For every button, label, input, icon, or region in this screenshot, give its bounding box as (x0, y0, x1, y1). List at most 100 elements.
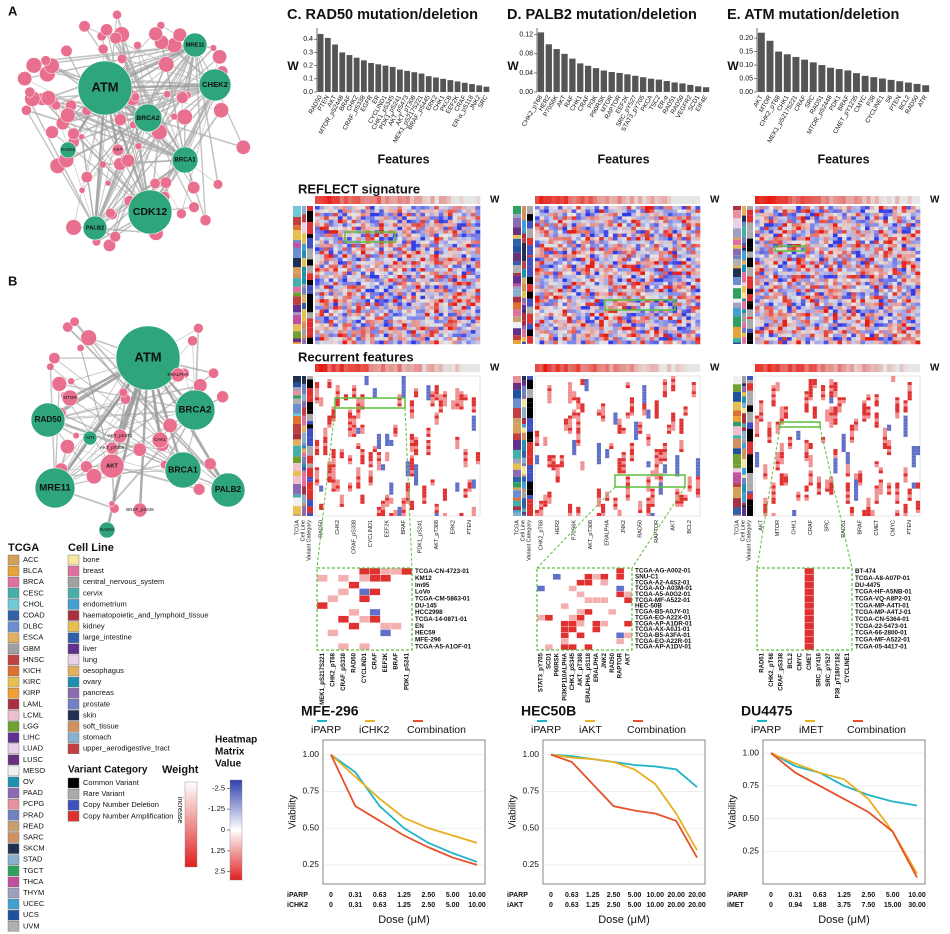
heatmap-cell (654, 470, 659, 474)
heatmap-cell (319, 488, 324, 492)
heatmap-cell (663, 278, 669, 283)
heatmap-cell (544, 250, 550, 255)
heatmap-cell (397, 275, 403, 279)
heatmap-cell (466, 268, 472, 272)
heatmap-cell (315, 247, 320, 252)
heatmap-cell (452, 288, 458, 293)
heatmap-cell (360, 285, 366, 290)
heatmap-cell (576, 323, 582, 328)
annotation-bar (522, 512, 526, 515)
heatmap-cell (356, 442, 361, 446)
heatmap-cell (539, 212, 545, 217)
heatmap-cell (402, 216, 407, 221)
heatmap-cell (315, 473, 320, 477)
heatmap-cell (576, 418, 581, 422)
heatmap-cell (383, 278, 389, 283)
annotation-bar (513, 418, 521, 424)
heatmap-cell (695, 285, 701, 290)
heatmap-cell (315, 309, 320, 314)
heatmap-cell (686, 312, 692, 317)
heatmap-cell (635, 306, 641, 310)
heatmap-cell (333, 306, 339, 310)
heatmap-cell (470, 219, 476, 224)
heatmap-cell (658, 461, 663, 465)
heatmap-cell (622, 281, 627, 286)
heatmap-cell (457, 281, 462, 286)
heatmap-cell (576, 306, 582, 310)
heatmap-cell (348, 482, 353, 486)
heatmap-cell (415, 312, 421, 317)
heatmap-cell (443, 330, 449, 334)
heatmap-cell (544, 219, 550, 224)
heatmap-cell (557, 330, 563, 334)
heatmap-cell (544, 243, 550, 248)
heatmap-cell (631, 337, 637, 341)
heatmap-cell (590, 240, 595, 245)
heatmap-cell (392, 250, 398, 255)
heatmap-cell (443, 326, 449, 331)
heatmap-cell (686, 326, 692, 331)
heatmap-cell (389, 442, 394, 446)
heatmap-cell (388, 226, 394, 231)
heatmap-cell (649, 257, 655, 262)
annotation-bar (302, 266, 306, 272)
heatmap-cell (397, 257, 403, 262)
heatmap-cell (567, 319, 572, 324)
heatmap-cell (443, 257, 449, 262)
weight-strip (455, 196, 460, 204)
heatmap-cell (402, 316, 407, 321)
heatmap-cell (442, 491, 447, 495)
heatmap-cell (635, 268, 641, 272)
heatmap-cell (415, 264, 421, 269)
heatmap-cell (642, 388, 647, 392)
heatmap-cell (539, 500, 544, 504)
weight-strip (535, 196, 540, 204)
heatmap-cell (553, 237, 559, 241)
heatmap-cell (631, 268, 637, 272)
heatmap-cell (612, 323, 618, 328)
heatmap-cell (434, 503, 439, 507)
heatmap-cell (557, 285, 563, 290)
legend-label: THCA (23, 877, 43, 886)
heatmap-cell (406, 295, 412, 300)
heatmap-cell (447, 275, 453, 279)
heatmap-cell (388, 292, 394, 296)
legend-label: ovary (83, 677, 102, 686)
heatmap-cell (315, 316, 320, 321)
heatmap-cell (621, 458, 626, 462)
heatmap-cell (471, 485, 476, 489)
annotation-bar (307, 413, 313, 422)
annotation-bar (293, 514, 301, 516)
heatmap-cell (553, 278, 559, 283)
heatmap-cell (376, 458, 381, 462)
heatmap-cell (406, 316, 412, 321)
heatmap-cell (535, 461, 540, 465)
annotation-bar (302, 328, 306, 335)
heatmap-cell (438, 275, 444, 279)
heatmap-cell (590, 219, 595, 224)
bar (783, 54, 791, 92)
heatmap-cell (667, 257, 673, 262)
sample-label: Im95 (415, 582, 430, 589)
network-node (97, 43, 109, 55)
heatmap-cell (654, 295, 660, 300)
heatmap-cell (535, 312, 540, 317)
heatmap-cell (571, 261, 577, 265)
heatmap-cell (328, 240, 334, 245)
heatmap-cell (397, 512, 402, 516)
heatmap-cell (663, 312, 669, 317)
heatmap-cell (411, 254, 417, 259)
heatmap-cell (381, 464, 386, 468)
heatmap-cell (425, 209, 430, 214)
heatmap-cell (319, 340, 325, 345)
heatmap-cell (576, 233, 582, 238)
heatmap-cell (388, 268, 394, 272)
heatmap-cell (663, 240, 669, 245)
heatmap-cell (626, 292, 632, 296)
heatmap-cell (590, 209, 595, 214)
heatmap-cell (535, 219, 540, 224)
heatmap-cell (438, 292, 444, 296)
heatmap-cell (654, 285, 660, 290)
heatmap-cell (315, 295, 320, 300)
heatmap-cell (635, 330, 641, 334)
